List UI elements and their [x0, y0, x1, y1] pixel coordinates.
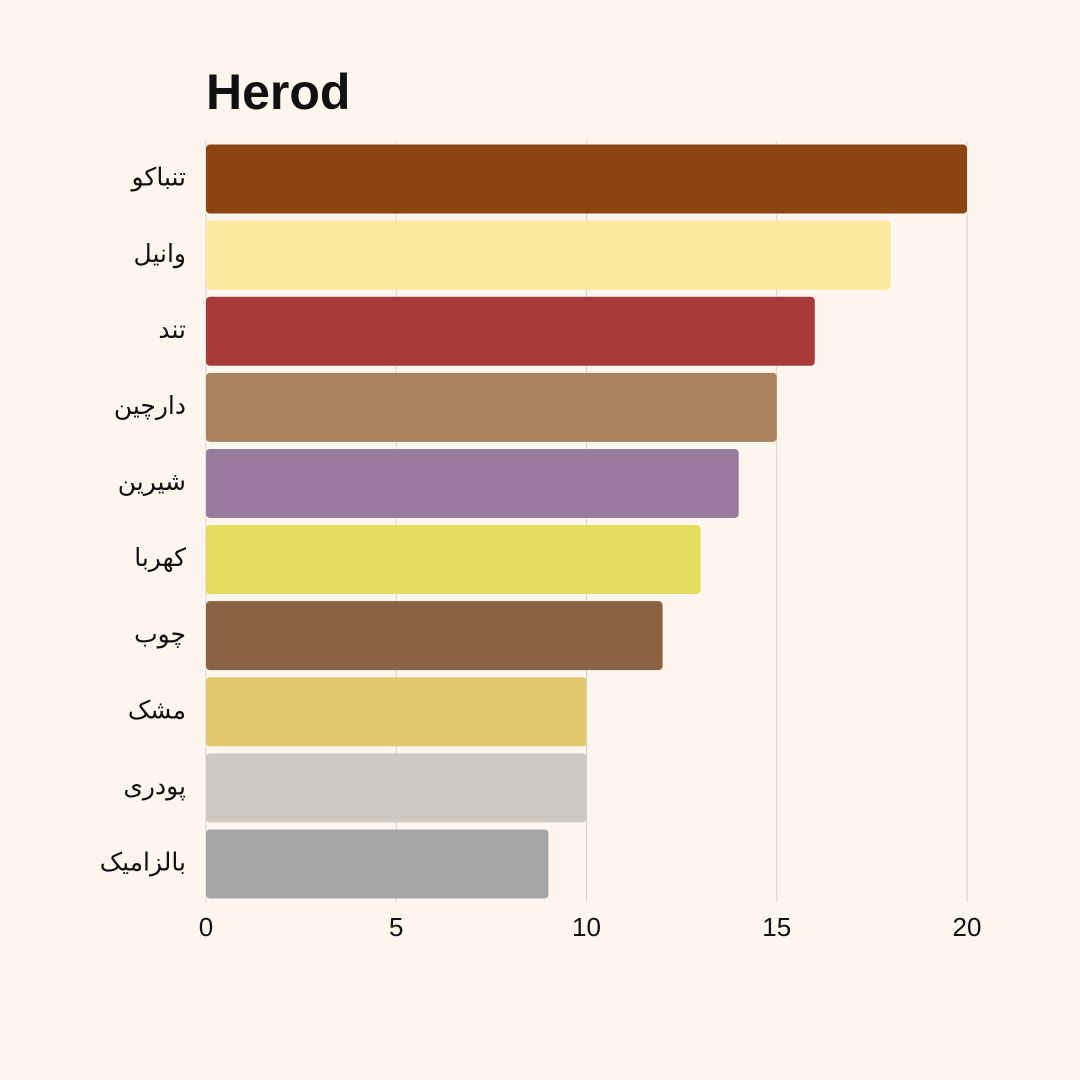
y-tick-label: دارچین	[114, 392, 186, 420]
y-tick-label: کهربا	[134, 544, 186, 573]
y-tick-label: بالزامیک	[100, 849, 186, 877]
bar	[206, 372, 777, 442]
bar	[206, 448, 739, 518]
bar	[206, 677, 587, 747]
y-tick-label: پودری	[123, 772, 186, 800]
y-tick-label: مشک	[128, 696, 186, 724]
bar	[206, 601, 663, 671]
bar	[206, 144, 967, 214]
chart-title: Herod	[206, 64, 350, 120]
x-tick-label: 20	[953, 912, 982, 942]
y-tick-label: وانیل	[134, 240, 186, 269]
bar	[206, 296, 815, 366]
x-tick-label: 0	[199, 912, 213, 942]
y-tick-label: تند	[158, 316, 186, 344]
bar	[206, 220, 891, 290]
y-tick-label: چوب	[134, 620, 186, 648]
bar	[206, 525, 701, 595]
y-tick-label: شیرین	[118, 468, 186, 496]
x-tick-label: 10	[572, 912, 601, 942]
bar	[206, 829, 549, 899]
bar	[206, 753, 587, 823]
x-tick-label: 15	[762, 912, 791, 942]
x-tick-label: 5	[389, 912, 403, 942]
y-tick-label: تنباکو	[130, 164, 187, 192]
